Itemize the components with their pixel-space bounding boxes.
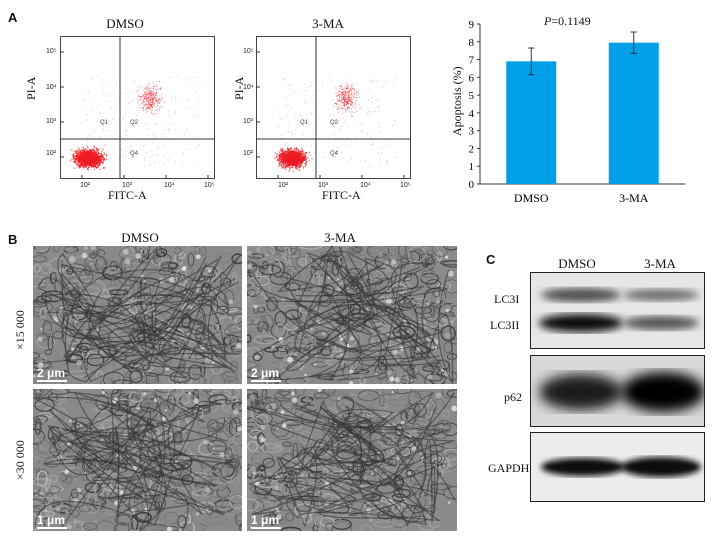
flow-xtick: 10² (80, 182, 91, 189)
bar (506, 61, 557, 185)
flow-xtick: 10⁵ (400, 182, 411, 189)
scale-bar (37, 380, 67, 382)
flow-ylabel-dmso: PI-A (24, 76, 38, 100)
em-col-3ma: 3-MA (324, 230, 356, 245)
quadrant-q2: Q2 (330, 120, 339, 126)
panel-a-label: A (8, 10, 18, 25)
flow-canvas-dmso (60, 36, 215, 179)
blot-col-dmso: DMSO (558, 256, 596, 271)
quadrant-q4: Q4 (330, 151, 339, 157)
blot-col-3ma: 3-MA (644, 256, 676, 271)
quadrant-q4: Q4 (130, 151, 139, 157)
em-image-dmso-15000 (33, 246, 242, 384)
flow-xtick: 10⁴ (360, 182, 371, 189)
scale-label: 1 μm (251, 513, 280, 527)
flow-ytick: 10⁴ (243, 84, 254, 91)
flow-xlabel-dmso: FITC-A (108, 188, 147, 202)
blot-lc3 (530, 272, 705, 349)
band-label-lc3ii: LC3II (490, 318, 520, 332)
flow-ytick: 10² (46, 150, 57, 157)
p-value-annotation: P=0.1149 (544, 14, 591, 29)
flow-ytick: 10² (243, 150, 254, 157)
scale-bar (251, 380, 281, 382)
flow-xtick: 10³ (122, 182, 133, 189)
blot-gapdh (530, 432, 705, 502)
em-image-3ma-15000 (247, 246, 457, 384)
bar-chart-canvas: 0 1 2 3 4 5 6 7 8 9 DMSO 3-MA (469, 19, 685, 205)
x-tick-label: DMSO (514, 191, 549, 205)
scale-bar (251, 527, 281, 529)
scale-label: 2 μm (37, 366, 66, 380)
band-label-lc3i: LC3I (494, 292, 520, 306)
quadrant-q1: Q1 (100, 120, 109, 126)
y-tick-label: 3 (469, 126, 475, 138)
em-image-3ma-30000 (247, 389, 457, 531)
em-col-dmso: DMSO (121, 230, 159, 245)
band-label-gapdh: GAPDH (488, 461, 530, 475)
flow-title-dmso: DMSO (106, 16, 144, 31)
y-tick-label: 6 (469, 72, 475, 84)
flow-xtick: 10⁴ (164, 182, 175, 189)
scale-label: 2 μm (251, 366, 280, 380)
y-tick-label: 1 (469, 161, 475, 173)
y-tick-label: 0 (469, 179, 475, 191)
em-row-30000: ×30 000 (13, 440, 27, 480)
x-tick-label: 3-MA (619, 191, 649, 205)
blot-p62 (530, 355, 705, 427)
y-tick-label: 4 (469, 108, 475, 120)
flow-xtick: 10⁵ (204, 182, 215, 189)
y-tick-label: 7 (469, 55, 475, 67)
panel-b-label: B (8, 232, 18, 247)
flow-ytick: 10⁴ (46, 84, 57, 91)
panel-c-label: C (486, 252, 496, 267)
em-row-15000: ×15 000 (13, 310, 27, 350)
flow-ytick: 10³ (243, 118, 254, 125)
flow-xtick: 10² (278, 182, 289, 189)
p-symbol: P (544, 14, 552, 28)
p-value: =0.1149 (551, 14, 591, 28)
flow-canvas-3ma (256, 36, 411, 179)
flow-ytick: 10³ (46, 118, 57, 125)
flow-title-3ma: 3-MA (312, 16, 344, 31)
y-tick-label: 2 (469, 143, 475, 155)
y-tick-label: 9 (469, 19, 475, 31)
flow-xtick: 10³ (318, 182, 329, 189)
band-label-p62: p62 (504, 390, 522, 404)
quadrant-q2: Q2 (130, 120, 139, 126)
em-image-dmso-30000 (33, 389, 242, 531)
quadrant-q1: Q1 (300, 120, 309, 126)
flow-ytick: 10⁵ (46, 48, 57, 55)
bar-chart-ylabel: Apoptosis (%) (450, 66, 464, 136)
scale-bar (37, 527, 67, 529)
bar (608, 42, 659, 184)
y-tick-label: 8 (469, 37, 475, 49)
y-tick-label: 5 (469, 90, 475, 102)
flow-xlabel-3ma: FITC-A (322, 188, 361, 202)
scale-label: 1 μm (37, 513, 66, 527)
flow-ytick: 10⁵ (243, 48, 254, 55)
